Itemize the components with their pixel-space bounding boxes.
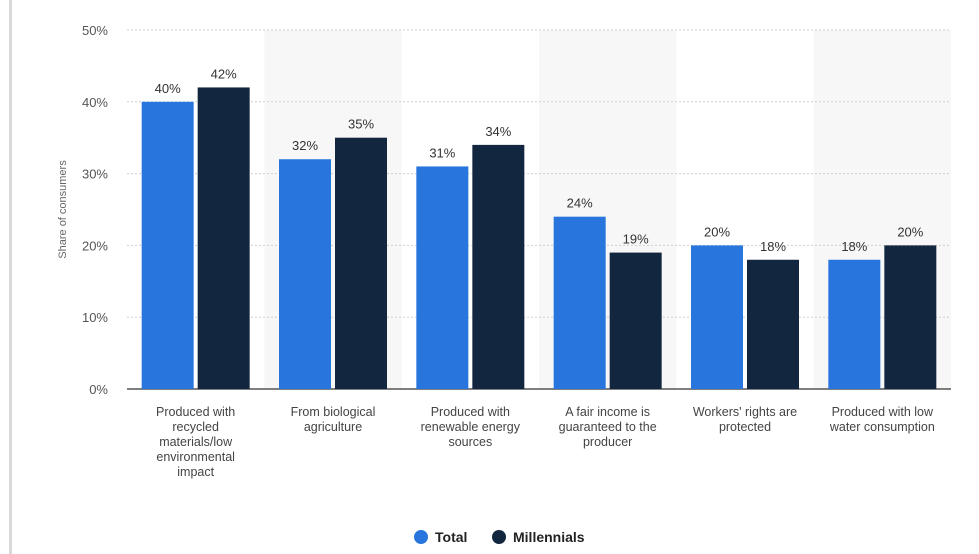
y-tick-label: 30% — [82, 167, 108, 182]
x-tick-label: Produced with recycled materials/low enviro… — [156, 405, 235, 479]
data-label-millennials: 35% — [348, 117, 374, 132]
bar-total-3 — [553, 216, 606, 389]
data-label-total: 31% — [429, 145, 455, 160]
bar-total-0 — [141, 101, 194, 390]
bar-millennials-3 — [609, 252, 662, 389]
data-label-total: 32% — [292, 138, 318, 153]
y-tick-label: 20% — [82, 238, 108, 253]
legend: Total Millennials — [414, 529, 585, 545]
bar-total-5 — [828, 259, 881, 389]
y-tick-label: 40% — [82, 95, 108, 110]
x-tick-label: A fair income is guaranteed to the produce… — [559, 405, 657, 449]
y-tick-label: 50% — [82, 23, 108, 38]
data-label-total: 24% — [567, 196, 593, 211]
legend-marker-total[interactable] — [414, 530, 428, 544]
y-tick-label: 0% — [89, 382, 108, 397]
data-label-total: 20% — [704, 224, 730, 239]
y-axis-title: Share of consumers — [57, 160, 69, 259]
x-tick-label: From biological agriculture — [291, 405, 376, 434]
x-tick-label: Produced with low water consumption — [829, 405, 935, 434]
data-label-total: 18% — [841, 239, 867, 254]
x-tick-label: Produced with renewable energy sources — [421, 405, 521, 449]
data-label-millennials: 34% — [485, 124, 511, 139]
x-tick-label: Workers' rights are protected — [693, 405, 797, 434]
bar-total-2 — [416, 166, 469, 389]
legend-label-millennials[interactable]: Millennials — [513, 529, 585, 545]
bar-total-1 — [279, 159, 331, 389]
legend-marker-millennials[interactable] — [492, 530, 506, 544]
data-label-millennials: 18% — [760, 239, 786, 254]
bar-millennials-0 — [197, 87, 250, 389]
bar-millennials-1 — [335, 137, 387, 389]
bar-total-4 — [691, 245, 743, 389]
data-label-millennials: 19% — [623, 232, 649, 247]
bar-millennials-2 — [472, 144, 525, 389]
y-tick-label: 10% — [82, 310, 108, 325]
data-label-total: 40% — [155, 81, 181, 96]
bar-millennials-4 — [747, 259, 799, 389]
data-label-millennials: 20% — [897, 224, 923, 239]
data-label-millennials: 42% — [211, 66, 237, 81]
bar-millennials-5 — [884, 245, 937, 389]
left-border — [9, 0, 12, 554]
legend-label-total[interactable]: Total — [435, 529, 467, 545]
